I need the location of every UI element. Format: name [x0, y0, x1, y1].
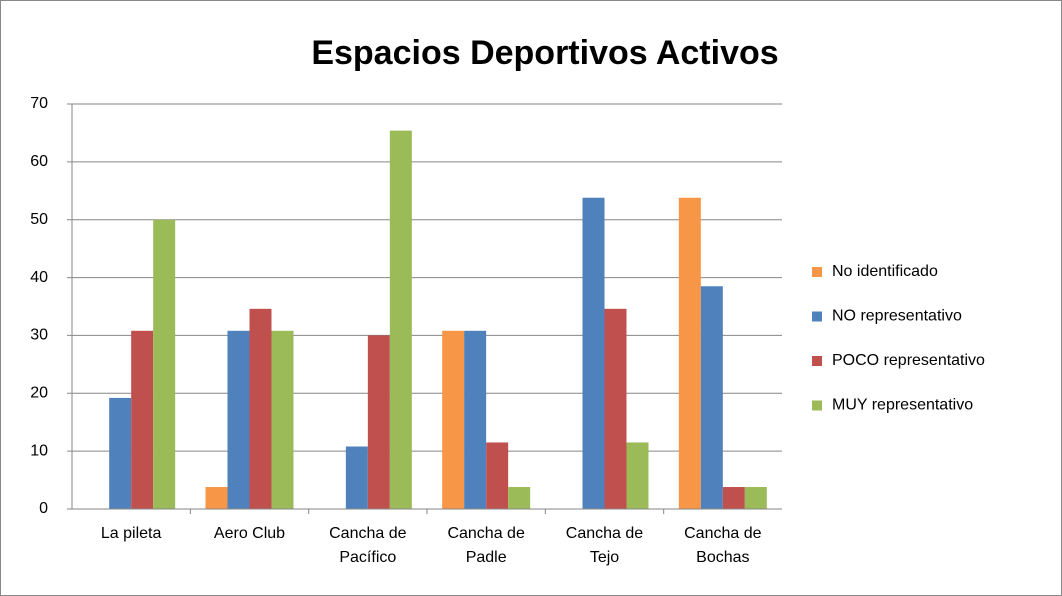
legend-label: MUY representativo: [832, 397, 973, 414]
y-tick-label: 40: [30, 269, 48, 286]
legend-swatch: [812, 356, 822, 366]
x-tick-label: Cancha de Bochas: [684, 525, 762, 566]
bar: [486, 442, 509, 509]
x-tick-label: Cancha de Tejo: [565, 525, 644, 566]
bar: [678, 197, 701, 509]
x-tick-label: Aero Club: [213, 525, 286, 542]
bar: [722, 487, 745, 509]
y-tick-label: 0: [39, 500, 48, 517]
bar: [700, 286, 723, 509]
bar: [367, 335, 390, 509]
bar: [626, 442, 649, 509]
bar: [345, 446, 368, 509]
bar: [582, 197, 605, 509]
legend-swatch: [812, 311, 822, 322]
bar: [389, 130, 412, 509]
legend-swatch: [812, 400, 822, 411]
bar: [131, 330, 154, 509]
y-tick-label: 10: [30, 442, 48, 459]
bar: [442, 330, 465, 509]
x-tick-label: Cancha de Pacífico: [329, 525, 407, 566]
legend-label: POCO representativo: [832, 352, 985, 369]
bar: [205, 487, 228, 509]
y-tick-label: 50: [30, 211, 48, 228]
legend-swatch: [812, 267, 822, 277]
bar: [744, 487, 767, 509]
y-tick-label: 30: [30, 327, 48, 344]
x-tick-label: Cancha de Padle: [447, 525, 525, 566]
bar: [227, 330, 250, 509]
bar: [249, 308, 272, 509]
bar: [464, 330, 487, 509]
y-tick-label: 20: [30, 385, 48, 402]
bar: [271, 330, 294, 509]
bar: [508, 487, 531, 509]
y-tick-label: 60: [30, 153, 48, 170]
y-tick-label: 70: [30, 95, 48, 112]
bar: [109, 397, 132, 509]
legend-label: NO representativo: [832, 308, 962, 325]
bar: [153, 219, 176, 509]
chart-title: Espacios Deportivos Activos: [311, 34, 778, 72]
legend-label: No identificado: [832, 263, 938, 280]
x-tick-label: La pileta: [100, 525, 162, 542]
bar: [604, 308, 627, 509]
